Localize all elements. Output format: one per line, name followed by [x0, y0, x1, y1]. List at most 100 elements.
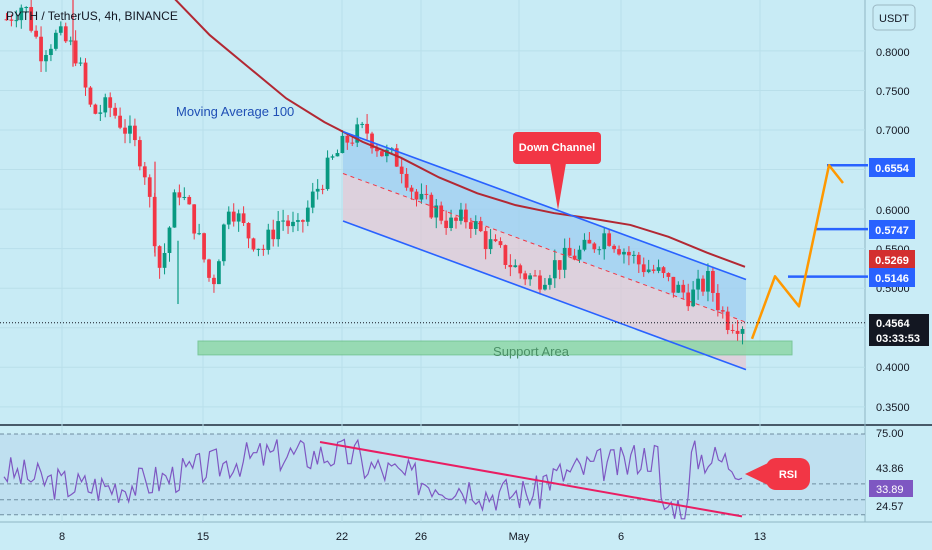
- candle-body: [286, 220, 290, 227]
- time-axis[interactable]: 8 15 22 26 May 6 13: [59, 531, 766, 543]
- candle-body: [622, 251, 626, 255]
- candle-body: [631, 254, 636, 256]
- candle-body: [226, 211, 231, 225]
- candle-body: [449, 217, 453, 229]
- candle-body: [419, 193, 424, 200]
- rsi-callout-box: [766, 458, 810, 490]
- candle-body: [93, 104, 98, 114]
- candle-body: [459, 209, 463, 221]
- support-area-zone: [197, 340, 793, 356]
- candle-body: [414, 191, 419, 200]
- candle-body: [557, 260, 562, 270]
- candle-body: [706, 270, 710, 292]
- candle-body: [49, 48, 53, 56]
- candle-body: [241, 213, 246, 224]
- time-tick: 15: [197, 531, 209, 543]
- candle-body: [137, 140, 142, 167]
- rsi-band: [0, 433, 865, 516]
- candle-body: [607, 233, 612, 246]
- candle-body: [162, 252, 167, 268]
- candle-body: [172, 192, 177, 228]
- target-3-badge: [869, 268, 915, 287]
- candle-body: [696, 278, 700, 290]
- candle-body: [567, 247, 572, 256]
- current-price-badge: [869, 314, 929, 346]
- currency-button[interactable]: [872, 4, 916, 31]
- price-badges: 0.6554 0.5747 0.5269 0.5146 0.4564 03:33…: [869, 158, 929, 346]
- candle-body: [686, 292, 691, 307]
- candle-body: [147, 177, 152, 197]
- candle-body: [543, 284, 547, 290]
- candle-body: [142, 166, 147, 178]
- rsi-callout-pointer: [745, 463, 768, 485]
- candle-body: [503, 245, 508, 265]
- candle-body: [98, 112, 103, 114]
- candle-body: [330, 156, 335, 158]
- candle-body: [538, 275, 542, 290]
- rsi-tick: 24.57: [876, 501, 904, 513]
- candle-body: [577, 249, 582, 260]
- target-2-value: 0.5747: [875, 225, 909, 237]
- candle-body: [123, 127, 127, 134]
- candle-body: [256, 248, 261, 250]
- candle-body: [464, 209, 468, 223]
- bar-countdown: 03:33:53: [876, 333, 920, 345]
- price-tick: 0.4000: [876, 362, 910, 374]
- time-tick: 13: [754, 531, 766, 543]
- candle-body: [217, 261, 221, 285]
- candle-body: [691, 289, 696, 307]
- rsi-tick: 75.00: [876, 428, 904, 440]
- candle-body: [711, 270, 715, 293]
- price-tick: 0.7000: [876, 125, 910, 137]
- moving-average-line: [174, 0, 746, 268]
- candle-body: [212, 277, 216, 285]
- candle-body: [355, 124, 360, 143]
- rsi-axis[interactable]: 75.00 43.86 33.89 24.57: [869, 428, 913, 513]
- candle-body: [493, 239, 498, 242]
- time-tick: 26: [415, 531, 427, 543]
- candle-body: [251, 238, 256, 250]
- candle-body: [281, 220, 285, 222]
- candle-body: [666, 273, 671, 277]
- candle-body: [305, 207, 310, 222]
- candle-body: [187, 196, 192, 205]
- candle-body: [597, 249, 602, 251]
- candle-body: [157, 246, 162, 268]
- candle-body: [340, 135, 345, 154]
- candle-body: [236, 213, 241, 222]
- candle-body: [261, 248, 266, 250]
- candle-body: [468, 222, 473, 229]
- candle-body: [365, 123, 369, 134]
- candle-body: [483, 231, 488, 250]
- candle-body: [34, 30, 38, 37]
- candle-body: [404, 173, 409, 188]
- price-tick: 0.3500: [876, 402, 910, 414]
- candle-body: [133, 125, 137, 141]
- candle-body: [572, 255, 577, 260]
- candle-body: [325, 157, 330, 190]
- candle-body: [562, 247, 567, 270]
- candle-body: [370, 133, 374, 149]
- candle-body: [661, 267, 666, 274]
- candle-body: [725, 311, 730, 330]
- candle-body: [740, 328, 745, 334]
- candle-body: [676, 284, 681, 293]
- candle-body: [508, 264, 513, 268]
- candle-body: [360, 123, 365, 125]
- candle-body: [83, 62, 88, 88]
- candle-body: [24, 7, 29, 9]
- candle-body: [9, 19, 14, 21]
- candle-body: [656, 267, 661, 271]
- candle-body: [291, 221, 295, 227]
- candle-body: [14, 20, 19, 22]
- down-channel-callout-pointer: [550, 163, 566, 210]
- price-tick: 0.6000: [876, 205, 910, 217]
- price-tick: 0.7500: [876, 86, 910, 98]
- candle-body: [296, 220, 300, 222]
- currency-label: USDT: [879, 13, 909, 25]
- candle-body: [513, 265, 518, 268]
- candle-body: [602, 233, 607, 250]
- candle-body: [315, 188, 320, 192]
